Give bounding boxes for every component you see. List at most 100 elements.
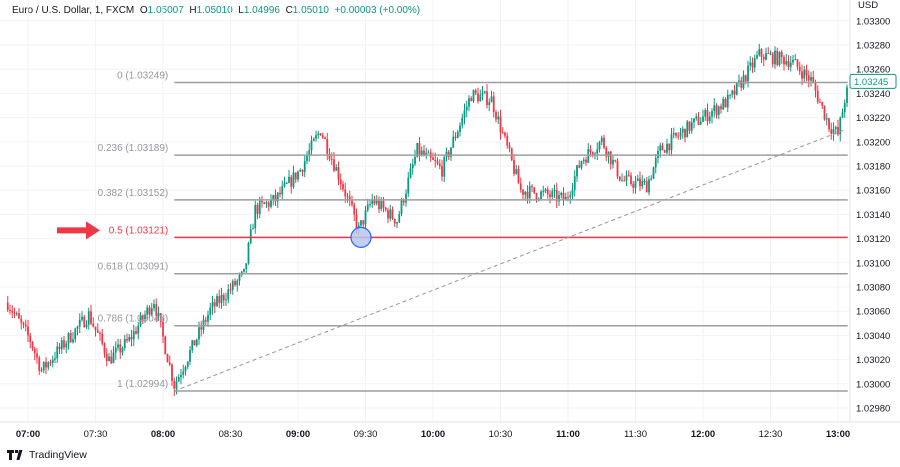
candle-body bbox=[839, 117, 842, 135]
candle-body bbox=[351, 200, 353, 205]
candle-body bbox=[391, 209, 394, 219]
candle-body bbox=[121, 348, 124, 353]
candle-body bbox=[654, 158, 657, 168]
candle-body bbox=[146, 307, 149, 315]
candle-body bbox=[778, 51, 781, 65]
open-value: 1.05007 bbox=[147, 5, 184, 16]
candle-body bbox=[256, 205, 259, 214]
candle-body bbox=[274, 195, 277, 202]
close-label: C bbox=[285, 5, 293, 16]
candle-body bbox=[218, 296, 221, 303]
candle-body bbox=[627, 175, 630, 177]
currency-button[interactable]: USD bbox=[853, 0, 898, 12]
candle-body bbox=[742, 75, 745, 88]
candle-body bbox=[551, 191, 554, 197]
low-value: 1.04996 bbox=[243, 5, 280, 16]
fib-level-label: 0.618 (1.03091) bbox=[98, 262, 169, 273]
candle-body bbox=[420, 150, 423, 155]
candle-body bbox=[108, 356, 110, 362]
candle-body bbox=[13, 312, 16, 314]
candle-body bbox=[306, 156, 308, 162]
candle-body bbox=[841, 112, 844, 118]
candle-body bbox=[465, 106, 468, 111]
candle-body bbox=[141, 315, 144, 320]
candle-body bbox=[180, 374, 182, 378]
candle-body bbox=[798, 66, 801, 72]
candle-body bbox=[290, 176, 293, 187]
candle-body bbox=[508, 145, 511, 149]
candle-body bbox=[542, 191, 545, 193]
candle-body bbox=[789, 62, 792, 67]
price-tick-label: 1.03220 bbox=[856, 113, 890, 124]
time-tick-label: 07:30 bbox=[84, 429, 108, 440]
candle-body bbox=[567, 197, 569, 199]
candle-body bbox=[506, 135, 509, 146]
candle-body bbox=[364, 210, 367, 225]
candle-body bbox=[348, 196, 351, 201]
candle-body bbox=[6, 302, 9, 310]
candle-body bbox=[202, 319, 205, 330]
candle-body bbox=[690, 122, 693, 131]
candle-body bbox=[468, 98, 470, 107]
price-tick-label: 1.03240 bbox=[856, 89, 890, 100]
candle-body bbox=[618, 176, 621, 181]
candle-body bbox=[225, 299, 227, 301]
candle-body bbox=[661, 145, 664, 151]
candle-body bbox=[101, 333, 104, 344]
candle-body bbox=[297, 171, 299, 180]
candle-body bbox=[697, 116, 700, 125]
candle-body bbox=[33, 348, 36, 354]
candle-body bbox=[137, 325, 140, 334]
candle-body bbox=[301, 169, 304, 172]
candle-body bbox=[726, 94, 729, 108]
candle-body bbox=[749, 62, 752, 66]
candle-body bbox=[65, 343, 68, 348]
candle-body bbox=[344, 189, 347, 197]
candle-body bbox=[168, 362, 171, 365]
candle-body bbox=[470, 98, 473, 102]
candle-body bbox=[614, 160, 617, 162]
candle-body bbox=[139, 315, 142, 326]
candles bbox=[6, 43, 848, 396]
candle-body bbox=[587, 149, 590, 163]
symbol-name[interactable]: Euro / U.S. Dollar, 1, FXCM bbox=[12, 5, 135, 16]
candle-body bbox=[731, 90, 734, 95]
candle-body bbox=[780, 51, 783, 57]
candle-body bbox=[47, 362, 50, 368]
candle-body bbox=[231, 281, 234, 290]
candle-body bbox=[724, 98, 727, 108]
candle-body bbox=[126, 338, 128, 341]
candle-body bbox=[684, 128, 686, 138]
candle-body bbox=[198, 327, 200, 340]
candle-body bbox=[157, 313, 160, 316]
candle-body bbox=[11, 310, 14, 313]
candle-body bbox=[796, 59, 799, 67]
candle-body bbox=[519, 183, 522, 190]
candle-body bbox=[630, 175, 632, 184]
candle-body bbox=[308, 150, 311, 157]
candle-body bbox=[544, 189, 547, 192]
price-tick-label: 1.03280 bbox=[856, 41, 890, 52]
candle-body bbox=[90, 311, 92, 324]
candle-body bbox=[652, 167, 655, 179]
candle-body bbox=[452, 136, 455, 148]
candle-body bbox=[801, 71, 803, 79]
candle-body bbox=[416, 143, 419, 157]
candle-body bbox=[443, 156, 446, 177]
candle-body bbox=[758, 49, 761, 56]
candle-body bbox=[189, 350, 191, 362]
candle-body bbox=[580, 161, 583, 168]
close-value: 1.05010 bbox=[292, 5, 329, 16]
candle-body bbox=[326, 138, 329, 154]
candle-body bbox=[463, 110, 466, 118]
candle-body bbox=[454, 136, 457, 138]
candle-body bbox=[663, 150, 666, 153]
candle-body bbox=[524, 191, 527, 195]
candle-body bbox=[407, 177, 410, 194]
candle-body bbox=[562, 192, 565, 201]
last-price-label: 1.03245 bbox=[854, 77, 888, 88]
candle-body bbox=[832, 129, 835, 134]
tradingview-logo[interactable]: TradingView bbox=[7, 449, 87, 461]
candle-body bbox=[261, 200, 263, 203]
